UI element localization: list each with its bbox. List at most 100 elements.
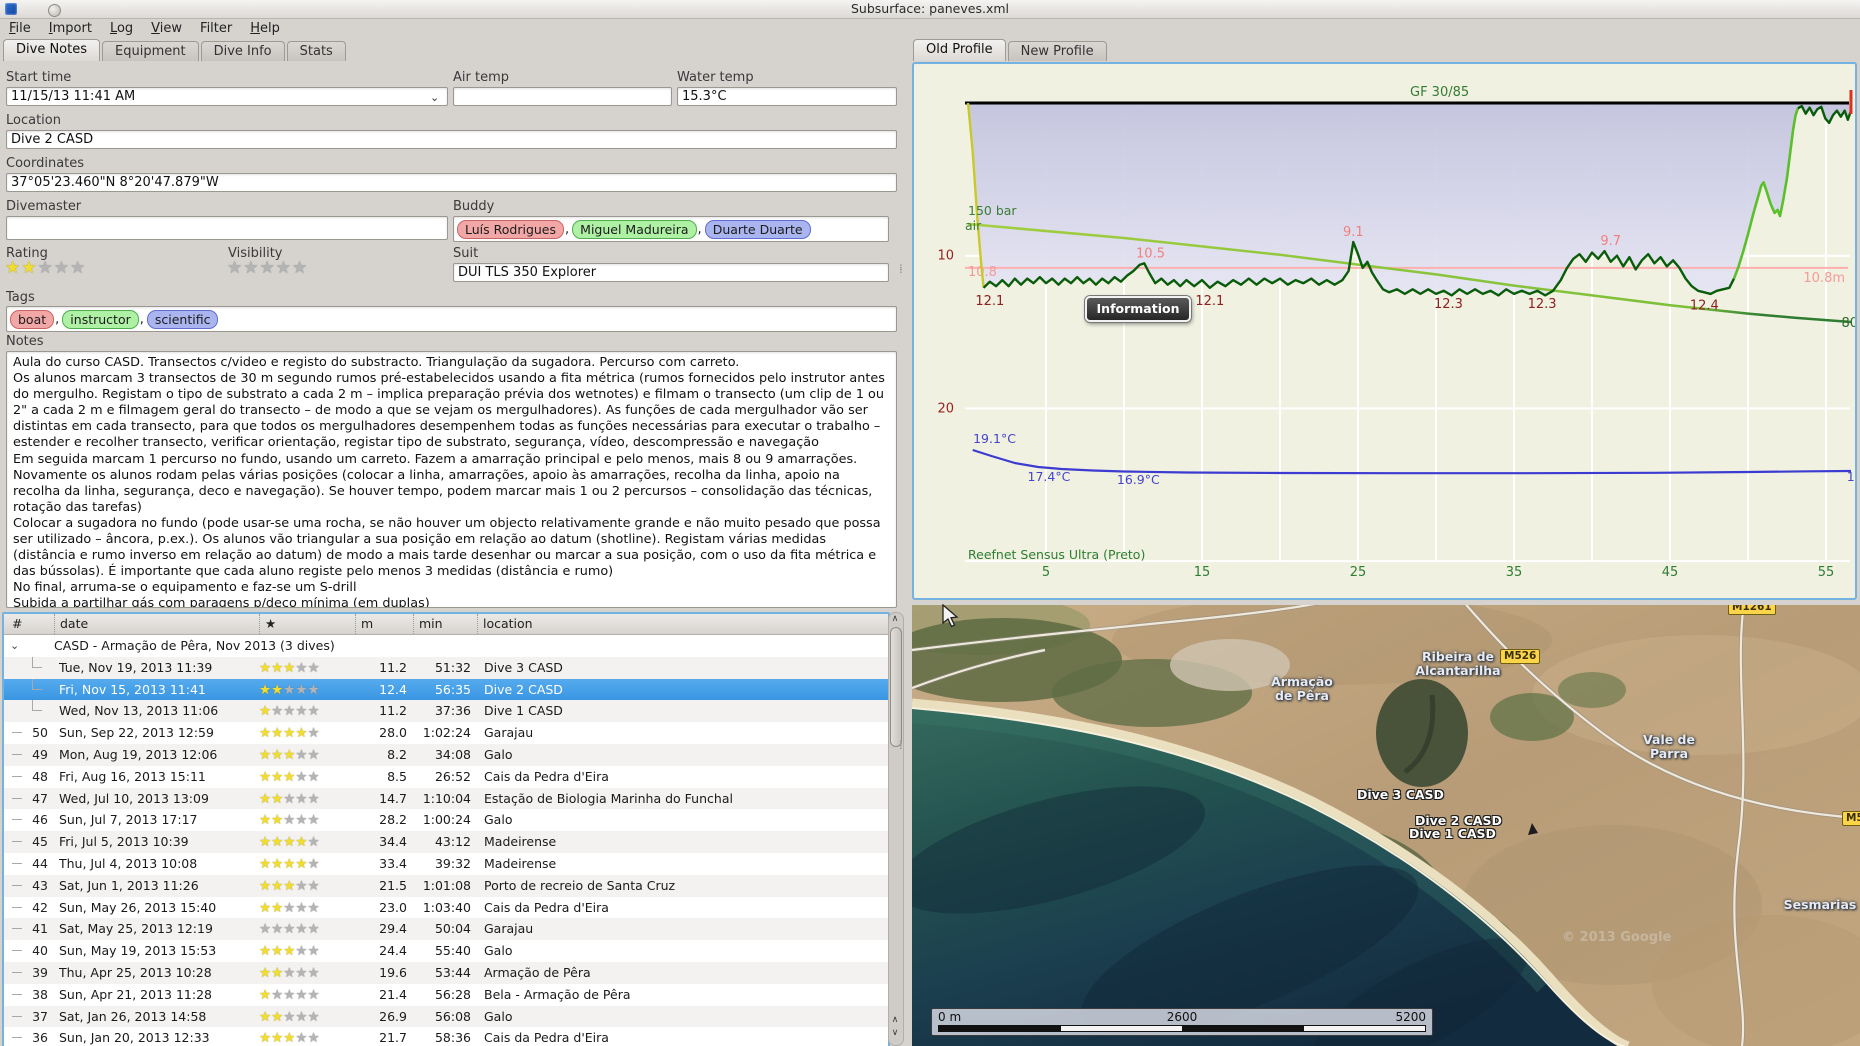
- tab-new-profile[interactable]: New Profile: [1007, 41, 1107, 61]
- collapse-arrow-icon[interactable]: ⌄: [10, 639, 20, 652]
- notes-textarea[interactable]: Aula do curso CASD. Transectos c/video e…: [6, 351, 897, 608]
- chip-duarte-duarte[interactable]: Duarte Duarte: [704, 219, 811, 239]
- notes-label: Notes: [6, 334, 44, 349]
- air-temp-input[interactable]: [453, 87, 672, 106]
- dive-row[interactable]: 39 Thu, Apr 25, 2013 10:28 ★★★★★ 19.6 53:44 A…: [4, 961, 888, 984]
- water-temp-input[interactable]: [677, 87, 897, 106]
- tab-dive-info[interactable]: Dive Info: [200, 41, 285, 61]
- title-bar[interactable]: Subsurface: paneves.xml: [0, 0, 1860, 19]
- column-header-location[interactable]: location: [477, 614, 888, 634]
- chevron-down-icon[interactable]: ⌄: [430, 91, 440, 104]
- dive-row[interactable]: Fri, Nov 15, 2013 11:41 ★★★★★ 12.4 56:35 Div…: [4, 678, 888, 701]
- dive-date: Sun, Jan 20, 2013 12:33: [59, 1030, 210, 1046]
- tree-dash-icon: [12, 950, 22, 952]
- tags-input[interactable]: boat, instructor, scientific: [6, 306, 897, 332]
- dive-row[interactable]: Tue, Nov 19, 2013 11:39 ★★★★★ 11.2 51:32 Div…: [4, 656, 888, 679]
- dive-row[interactable]: 47 Wed, Jul 10, 2013 13:09 ★★★★★ 14.7 1:10:0…: [4, 787, 888, 810]
- column-header-date[interactable]: date: [54, 614, 259, 634]
- menu-file[interactable]: File: [9, 21, 31, 36]
- column-header-num[interactable]: #: [12, 616, 23, 631]
- scroll-up-icon[interactable]: ∧: [891, 614, 899, 624]
- column-header-stars[interactable]: ★: [259, 614, 355, 634]
- star-empty-icon: ★: [283, 703, 296, 720]
- star-filled-icon: ★: [259, 790, 272, 807]
- dive-profile-chart[interactable]: 10.8 10.8m 12.1 12.1 12.3 12.3 12.4 10.5 9.1 9.7 1…: [912, 62, 1857, 600]
- dive-row[interactable]: 46 Sun, Jul 7, 2013 17:17 ★★★★★ 28.2 1:00:24…: [4, 809, 888, 831]
- dive-row[interactable]: 50 Sun, Sep 22, 2013 12:59 ★★★★★ 28.0 1:02:2…: [4, 722, 888, 744]
- menu-log[interactable]: Log: [109, 21, 134, 36]
- visibility-stars[interactable]: ★★★★★: [227, 260, 308, 277]
- dive-site-map[interactable]: Armação de Pêra Ribeira de Alcantarilha Va…: [912, 605, 1860, 1046]
- trip-row[interactable]: ⌄ CASD - Armação de Pêra, Nov 2013 (3 div…: [4, 635, 888, 657]
- depth-profile-ascent: [1732, 107, 1800, 280]
- row-tree-cell: 40: [4, 940, 54, 962]
- dive-row[interactable]: 36 Sun, Jan 20, 2013 12:33 ★★★★★ 21.7 58:36 C…: [4, 1027, 888, 1046]
- tab-old-profile[interactable]: Old Profile: [913, 39, 1006, 61]
- dive-row[interactable]: 48 Fri, Aug 16, 2013 15:11 ★★★★★ 8.5 26:52 Ca…: [4, 766, 888, 788]
- dive-list[interactable]: # date ★ m min location ⌄ CASD - Armação de Pê…: [2, 612, 890, 1046]
- dive-list-header[interactable]: # date ★ m min location: [4, 614, 888, 635]
- star-filled-icon: ★: [271, 899, 284, 916]
- coordinates-input[interactable]: [6, 173, 897, 192]
- chip-miguel-madureira[interactable]: Miguel Madureira: [572, 219, 697, 239]
- tab-equipment[interactable]: Equipment: [102, 41, 199, 61]
- column-header-depth[interactable]: m: [355, 614, 413, 634]
- dive-row[interactable]: 41 Sat, May 25, 2013 12:19 ★★★★★ 29.4 50:04 G…: [4, 918, 888, 941]
- dive-duration: 37:36: [434, 703, 471, 719]
- dive-duration: 34:08: [434, 746, 471, 762]
- dive-row[interactable]: 37 Sat, Jan 26, 2013 14:58 ★★★★★ 26.9 56:08 G…: [4, 1005, 888, 1028]
- dive-row[interactable]: 43 Sat, Jun 1, 2013 11:26 ★★★★★ 21.5 1:01:08…: [4, 874, 888, 897]
- menu-help[interactable]: Help: [250, 21, 280, 36]
- divemaster-input[interactable]: [6, 216, 448, 240]
- start-time-input[interactable]: [6, 87, 448, 106]
- dive-depth: 23.0: [379, 899, 407, 915]
- scrollbar-thumb[interactable]: [890, 627, 902, 747]
- map-dive-site-label[interactable]: Dive 1 CASD: [1409, 826, 1496, 841]
- splitter-handle[interactable]: ⁞: [899, 262, 903, 276]
- dive-row[interactable]: 42 Sun, May 26, 2013 15:40 ★★★★★ 23.0 1:03:4…: [4, 897, 888, 919]
- row-tree-cell: 48: [4, 766, 54, 788]
- suit-input[interactable]: [453, 263, 889, 282]
- chip-luís-rodrigues[interactable]: Luís Rodrigues: [457, 219, 565, 239]
- profile-info-tooltip[interactable]: Information: [1085, 296, 1191, 322]
- menu-view[interactable]: View: [151, 21, 183, 36]
- tab-dive-notes[interactable]: Dive Notes: [3, 39, 100, 61]
- location-input[interactable]: [6, 130, 897, 149]
- dive-row[interactable]: Wed, Nov 13, 2013 11:06 ★★★★★ 11.2 37:36 Div…: [4, 700, 888, 723]
- chart-label: 16.9°C: [1117, 472, 1160, 487]
- dive-row[interactable]: 49 Mon, Aug 19, 2013 12:06 ★★★★★ 8.2 34:08 Ga…: [4, 743, 888, 766]
- column-header-duration[interactable]: min: [413, 614, 477, 634]
- dive-location: Galo: [484, 1008, 513, 1024]
- star-filled-icon: ★: [283, 1030, 296, 1046]
- star-filled-icon: ★: [259, 855, 272, 872]
- chip-instructor[interactable]: instructor: [62, 309, 139, 329]
- dive-rating-stars: ★★★★★: [259, 897, 355, 919]
- dive-row[interactable]: 45 Fri, Jul 5, 2013 10:39 ★★★★★ 34.4 43:12 Ma…: [4, 831, 888, 853]
- splitter-handle-2[interactable]: ⁞: [899, 738, 903, 752]
- star-filled-icon: ★: [271, 725, 284, 742]
- map-dive-site-label[interactable]: Dive 2 CASD: [1415, 813, 1502, 828]
- chip-boat[interactable]: boat: [10, 309, 55, 329]
- tab-stats[interactable]: Stats: [286, 41, 346, 61]
- dive-row[interactable]: 38 Sun, Apr 21, 2013 11:28 ★★★★★ 21.4 56:28 B…: [4, 984, 888, 1006]
- dive-site-marker[interactable]: [1528, 823, 1538, 835]
- menu-filter[interactable]: Filter: [200, 21, 233, 36]
- dive-location: Porto de recreio de Santa Cruz: [484, 877, 676, 893]
- star-filled-icon: ★: [259, 964, 272, 981]
- dive-depth: 19.6: [379, 964, 407, 980]
- star-filled-icon: ★: [271, 768, 284, 785]
- buddy-input[interactable]: Luís Rodrigues, Miguel Madureira, Duarte D…: [453, 216, 889, 242]
- rating-stars[interactable]: ★★★★★: [5, 260, 86, 277]
- dive-row[interactable]: 40 Sun, May 19, 2013 15:53 ★★★★★ 24.4 55:40 G…: [4, 940, 888, 962]
- dive-list-scrollbar[interactable]: ∧ ∧ ∨: [888, 612, 904, 1046]
- scroll-down-icon[interactable]: ∨: [891, 1028, 899, 1038]
- dive-row[interactable]: 44 Thu, Jul 4, 2013 10:08 ★★★★★ 33.4 39:32 Ma…: [4, 853, 888, 875]
- dive-date: Fri, Jul 5, 2013 10:39: [59, 834, 189, 850]
- star-filled-icon: ★: [295, 855, 308, 872]
- map-dive-site-label[interactable]: Dive 3 CASD: [1357, 787, 1444, 802]
- menu-import[interactable]: Import: [48, 21, 92, 36]
- chip-scientific[interactable]: scientific: [146, 309, 219, 329]
- road-badge-m526: M526: [1500, 649, 1541, 664]
- scroll-up2-icon[interactable]: ∧: [891, 1015, 899, 1025]
- tray-icon[interactable]: [48, 4, 61, 17]
